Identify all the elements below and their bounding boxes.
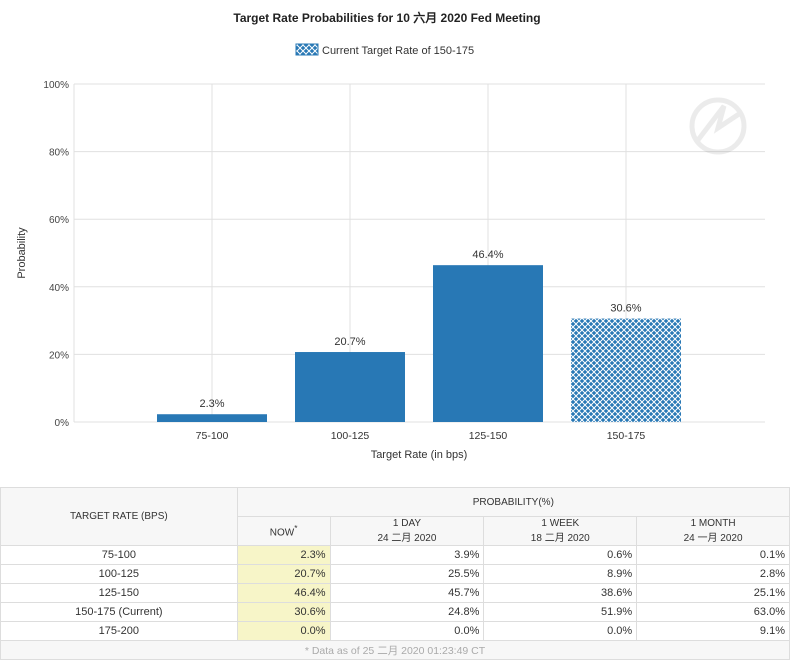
y-tick-label: 80%	[49, 148, 69, 159]
header-probability: PROBABILITY(%)	[236, 487, 791, 517]
rate-cell: 175-200	[0, 621, 238, 641]
x-tick-label: 150-175	[607, 430, 646, 442]
prob-cell: 8.9%	[483, 564, 638, 584]
rate-cell: 75-100	[0, 545, 238, 565]
x-axis-label: Target Rate (in bps)	[371, 449, 468, 461]
subheader-date: 24 一月 2020	[683, 533, 743, 544]
subheader-asterisk: *	[294, 523, 298, 534]
y-tick-label: 0%	[55, 418, 70, 429]
prob-cell: 0.6%	[483, 545, 638, 565]
prob-cell: 20.7%	[236, 564, 331, 584]
bar-100-125[interactable]	[295, 352, 405, 422]
data-label: 30.6%	[610, 303, 641, 315]
chart-title: Target Rate Probabilities for 10 六月 2020…	[233, 10, 540, 25]
prob-cell: 51.9%	[483, 602, 638, 622]
prob-cell: 30.6%	[236, 602, 331, 622]
probability-table: TARGET RATE (BPS) PROBABILITY(%) NOW* 1 D…	[0, 487, 791, 660]
bar-150-175[interactable]	[571, 318, 681, 422]
subheader-line1: 1 DAY	[392, 518, 422, 529]
rate-cell: 100-125	[0, 564, 238, 584]
y-tick-label: 40%	[49, 283, 69, 294]
prob-cell: 38.6%	[483, 583, 638, 603]
table-row: 100-125 20.7% 25.5% 8.9% 2.8%	[0, 564, 790, 584]
y-axis-label: Probability	[16, 227, 28, 279]
subheader-0: NOW*	[236, 516, 331, 546]
subheader-3: 1 MONTH 24 一月 2020	[636, 516, 790, 546]
subheader-line1: 1 WEEK	[541, 518, 580, 529]
table-row: 175-200 0.0% 0.0% 0.0% 9.1%	[0, 621, 790, 641]
y-tick-label: 60%	[49, 215, 69, 226]
table-row: 150-175 (Current) 30.6% 24.8% 51.9% 63.0%	[0, 602, 790, 622]
prob-cell: 2.8%	[636, 564, 790, 584]
data-label: 2.3%	[199, 398, 224, 410]
prob-cell: 2.3%	[236, 545, 331, 565]
bar-75-100[interactable]	[157, 414, 267, 422]
y-tick-label: 20%	[49, 350, 69, 361]
table-row: 125-150 46.4% 45.7% 38.6% 25.1%	[0, 583, 790, 603]
subheader-date: 18 二月 2020	[530, 533, 590, 544]
subheader-date: 24 二月 2020	[377, 533, 437, 544]
data-label: 20.7%	[334, 336, 365, 348]
prob-cell: 45.7%	[329, 583, 485, 603]
footnote: * Data as of 25 二月 2020 01:23:49 CT	[0, 640, 790, 660]
data-label: 46.4%	[472, 249, 503, 261]
prob-cell: 9.1%	[636, 621, 790, 641]
subheader-line1: 1 MONTH	[690, 518, 736, 529]
rate-cell: 150-175 (Current)	[0, 602, 238, 622]
prob-cell: 25.5%	[329, 564, 485, 584]
subheader-2: 1 WEEK 18 二月 2020	[483, 516, 638, 546]
prob-cell: 0.0%	[329, 621, 485, 641]
prob-cell: 0.1%	[636, 545, 790, 565]
prob-cell: 0.0%	[236, 621, 331, 641]
y-tick-label: 100%	[43, 80, 69, 91]
prob-cell: 25.1%	[636, 583, 790, 603]
subheader-1: 1 DAY 24 二月 2020	[329, 516, 485, 546]
rate-cell: 125-150	[0, 583, 238, 603]
x-tick-label: 75-100	[196, 430, 229, 442]
x-tick-label: 125-150	[469, 430, 508, 442]
header-target-rate: TARGET RATE (BPS)	[0, 487, 238, 546]
prob-cell: 0.0%	[483, 621, 638, 641]
x-tick-label: 100-125	[331, 430, 370, 442]
bar-chart: Target Rate Probabilities for 10 六月 2020…	[16, 10, 765, 461]
watermark-logo	[689, 97, 747, 155]
subheader-line1: NOW	[269, 527, 295, 539]
legend-swatch[interactable]	[295, 43, 319, 56]
prob-cell: 63.0%	[636, 602, 790, 622]
prob-cell: 46.4%	[236, 583, 331, 603]
prob-cell: 24.8%	[329, 602, 485, 622]
table-row: 75-100 2.3% 3.9% 0.6% 0.1%	[0, 545, 790, 565]
legend-label[interactable]: Current Target Rate of 150-175	[322, 45, 474, 57]
prob-cell: 3.9%	[329, 545, 485, 565]
bar-125-150[interactable]	[433, 265, 543, 422]
